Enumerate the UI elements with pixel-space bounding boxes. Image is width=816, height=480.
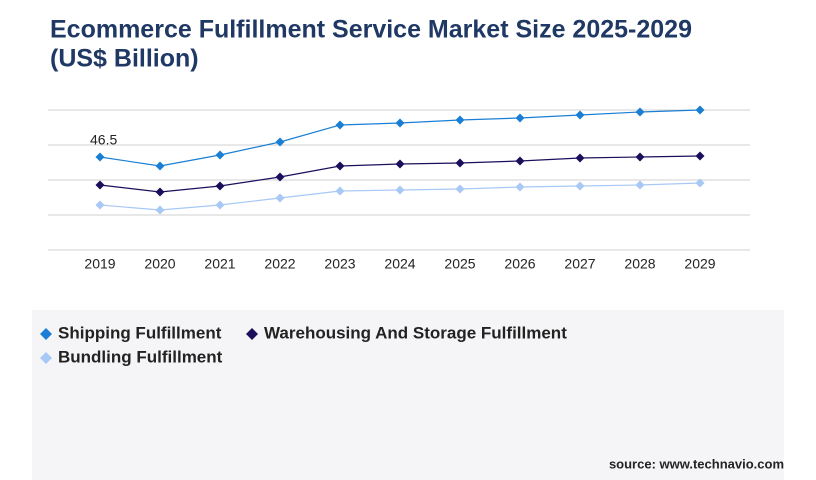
chart-title: Ecommerce Fulfillment Service Market Siz… bbox=[50, 16, 692, 44]
data-point bbox=[695, 178, 705, 188]
data-point bbox=[395, 159, 405, 169]
data-point bbox=[335, 186, 345, 196]
data-point bbox=[515, 113, 525, 123]
x-tick-label: 2025 bbox=[444, 256, 475, 272]
data-point bbox=[155, 161, 165, 171]
data-point bbox=[275, 137, 285, 147]
legend-label: Warehousing And Storage Fulfillment bbox=[264, 323, 567, 342]
data-point bbox=[335, 120, 345, 130]
x-tick-label: 2019 bbox=[84, 256, 115, 272]
data-point bbox=[635, 107, 645, 117]
data-point bbox=[455, 115, 465, 125]
data-point bbox=[635, 180, 645, 190]
legend-marker bbox=[40, 352, 52, 364]
data-point bbox=[155, 205, 165, 215]
data-point bbox=[215, 150, 225, 160]
data-point bbox=[455, 158, 465, 168]
x-tick-label: 2020 bbox=[144, 256, 175, 272]
data-point bbox=[395, 118, 405, 128]
data-point bbox=[395, 185, 405, 195]
legend-marker bbox=[40, 328, 52, 340]
legend-label: Bundling Fulfillment bbox=[58, 347, 223, 366]
data-point bbox=[215, 200, 225, 210]
x-tick-label: 2023 bbox=[324, 256, 355, 272]
legend-panel bbox=[32, 310, 784, 480]
data-point bbox=[95, 152, 105, 162]
data-point bbox=[515, 156, 525, 166]
data-label: 46.5 bbox=[90, 132, 117, 148]
data-point bbox=[95, 200, 105, 210]
data-point bbox=[95, 180, 105, 190]
data-point bbox=[635, 152, 645, 162]
data-point bbox=[215, 181, 225, 191]
data-point bbox=[575, 181, 585, 191]
data-point bbox=[515, 182, 525, 192]
data-point bbox=[695, 151, 705, 161]
data-point bbox=[275, 172, 285, 182]
data-point bbox=[575, 110, 585, 120]
data-point bbox=[575, 153, 585, 163]
x-tick-label: 2022 bbox=[264, 256, 295, 272]
legend-label: Shipping Fulfillment bbox=[58, 323, 222, 342]
x-tick-label: 2021 bbox=[204, 256, 235, 272]
x-tick-label: 2027 bbox=[564, 256, 595, 272]
data-point bbox=[335, 161, 345, 171]
x-tick-label: 2026 bbox=[504, 256, 535, 272]
legend-marker bbox=[246, 328, 258, 340]
data-point bbox=[455, 184, 465, 194]
data-point bbox=[155, 187, 165, 197]
x-tick-label: 2029 bbox=[684, 256, 715, 272]
chart-title: (US$ Billion) bbox=[50, 45, 199, 73]
x-tick-label: 2024 bbox=[384, 256, 415, 272]
data-point bbox=[695, 105, 705, 115]
source: source: www.technavio.com bbox=[609, 456, 784, 471]
data-point bbox=[275, 193, 285, 203]
x-tick-label: 2028 bbox=[624, 256, 655, 272]
